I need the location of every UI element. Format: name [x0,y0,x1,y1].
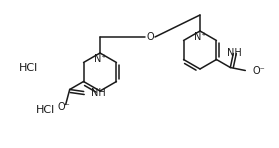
Text: N⁺: N⁺ [194,32,206,42]
Text: NH: NH [227,48,242,58]
Text: HCl: HCl [18,63,38,73]
Text: NH: NH [91,87,105,98]
Text: O⁻: O⁻ [252,66,265,75]
Text: HCl: HCl [35,105,55,115]
Text: O⁻: O⁻ [57,103,70,112]
Text: O: O [146,32,154,42]
Text: N⁺: N⁺ [94,54,106,64]
